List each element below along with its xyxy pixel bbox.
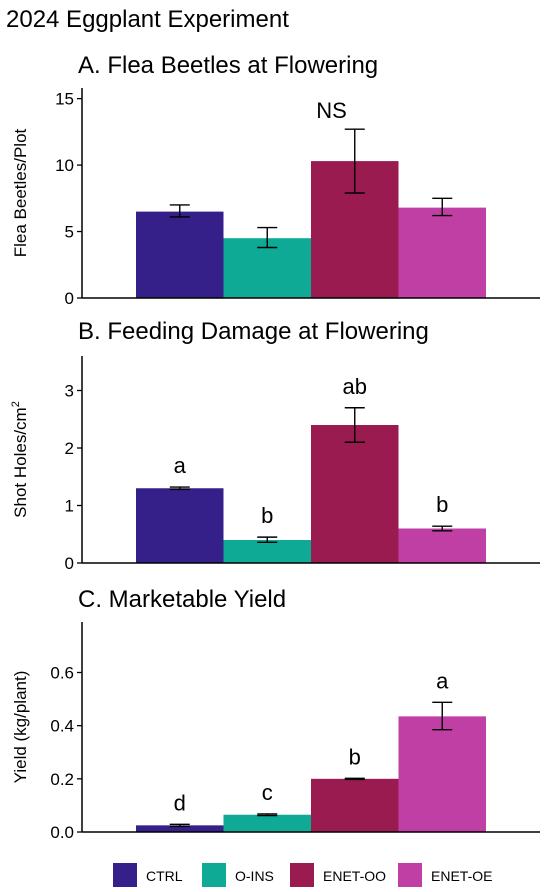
legend-item-enet-oo: ENET-OO [290,863,386,887]
error-bar-o-ins [257,813,278,817]
y-tick-label: 0 [65,289,74,308]
panel-title: A. Flea Beetles at Flowering [78,52,378,79]
legend-swatch [202,863,226,887]
bar-ctrl [136,488,224,563]
significance-letter: ab [343,374,367,399]
legend-item-o-ins: O-INS [202,863,274,887]
bar-ctrl [136,825,224,832]
y-tick-label: 0.0 [50,823,74,842]
bar-ctrl [136,211,224,298]
legend-label: ENET-OE [431,868,492,884]
legend-label: CTRL [146,868,183,884]
significance-letter: b [349,744,361,769]
error-bar-o-ins [257,226,278,249]
error-bar-enet-oe [432,197,453,217]
y-axis-label: Flea Beetles/Plot [11,128,30,257]
y-tick-label: 3 [65,382,74,401]
chart-panels: A. Flea Beetles at Flowering Flea Beetles… [10,52,540,842]
error-bar-enet-oo [344,777,365,781]
y-axis-label-superscript: 2 [10,401,22,407]
bar-enet-oe [398,528,486,563]
bar-o-ins [223,540,311,563]
chart-panel-2: B. Feeding Damage at Flowering Shot Holes… [10,318,540,573]
legend: CTRL O-INS ENET-OO ENET-OE [113,863,492,887]
error-bar-enet-oe [432,525,453,532]
error-bar-enet-oo [344,407,365,443]
y-axis-label: Shot Holes/cm2 [10,401,30,518]
panel-title: B. Feeding Damage at Flowering [78,318,429,345]
legend-swatch [113,863,137,887]
error-bar-ctrl [169,204,190,218]
legend-label: O-INS [235,868,274,884]
legend-item-ctrl: CTRL [113,863,183,887]
bar-enet-oe [398,207,486,298]
significance-letter: d [174,790,186,815]
significance-letter: a [174,453,187,478]
legend-label: ENET-OO [323,868,386,884]
bar-enet-oo [311,425,399,563]
legend-swatch [398,863,422,887]
chart-panel-1: A. Flea Beetles at Flowering Flea Beetles… [11,52,540,308]
y-tick-label: 1 [65,497,74,516]
error-bar-enet-oe [432,701,453,731]
y-tick-label: 2 [65,439,74,458]
error-bar-ctrl [169,486,190,491]
significance-letter: c [262,780,273,805]
figure-title: 2024 Eggplant Experiment [6,6,289,33]
y-tick-label: 15 [55,90,74,109]
y-tick-label: 0 [65,554,74,573]
error-bar-ctrl [169,823,190,828]
significance-letter: b [436,492,448,517]
bar-enet-oe [398,716,486,832]
y-tick-label: 0.4 [50,717,74,736]
y-axis-label: Yield (kg/plant) [11,671,30,784]
significance-letter: a [436,668,449,693]
bar-o-ins [223,814,311,832]
y-tick-label: 0.2 [50,770,74,789]
significance-letter: b [261,503,273,528]
y-tick-label: 0.6 [50,664,74,683]
chart-panel-3: C. Marketable Yield Yield (kg/plant) d c b a 0… [11,586,540,842]
error-bar-enet-oo [344,128,365,194]
annotation-ns: NS [316,98,347,123]
legend-item-enet-oe: ENET-OE [398,863,492,887]
error-bar-o-ins [257,536,278,543]
panel-title: C. Marketable Yield [78,586,286,613]
bar-enet-oo [311,778,399,832]
y-tick-label: 5 [65,223,74,242]
y-tick-label: 10 [55,156,74,175]
legend-swatch [290,863,314,887]
